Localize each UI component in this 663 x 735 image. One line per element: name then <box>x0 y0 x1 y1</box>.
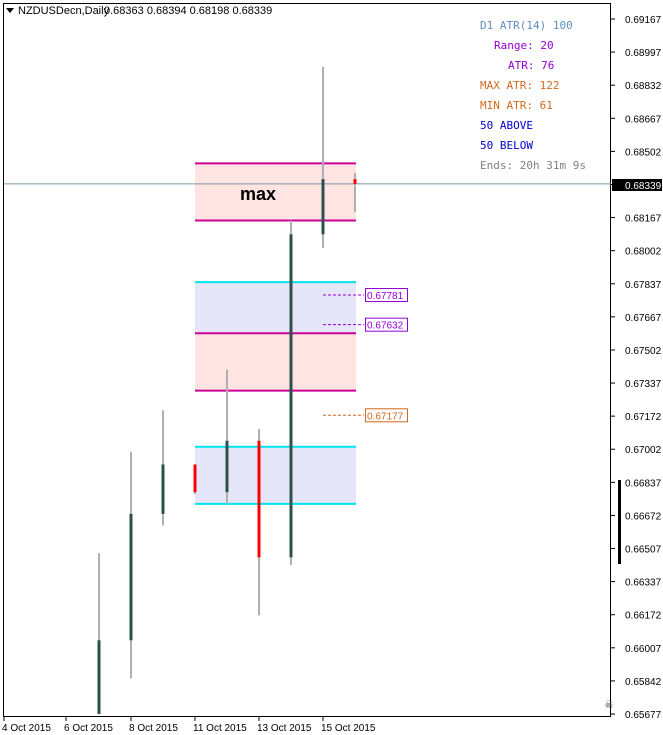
y-tick-label-15: 0.66672 <box>625 511 662 522</box>
zones-layer <box>4 162 611 505</box>
y-axis: 0.69167 0.68997 0.68832 0.68667 0.68502 0.683… <box>611 15 662 721</box>
y-tick-label-16: 0.66507 <box>625 545 662 556</box>
max-zone-label: max <box>240 184 276 204</box>
y-tick-label-6: 0.68167 <box>625 214 662 225</box>
y-tick-label-19: 0.66007 <box>625 644 662 655</box>
level-label-1: 0.67632 <box>367 321 404 332</box>
candle-body-0 <box>97 640 101 714</box>
info-line-3: MAX ATR: 122 <box>480 79 559 92</box>
zone-fill-2 <box>195 333 356 391</box>
candle-body-7 <box>321 179 325 235</box>
ohlc-values: 0.68363 0.68394 0.68198 0.68339 <box>104 5 272 17</box>
x-tick-label-5: 15 Oct 2015 <box>321 723 376 734</box>
info-line-2: ATR: 76 <box>508 59 554 72</box>
y-tick-label-4: 0.68502 <box>625 147 662 158</box>
chart-scroll-marker[interactable] <box>618 480 621 564</box>
y-tick-label-1: 0.68997 <box>625 48 662 59</box>
y-tick-label-21: 0.65677 <box>625 710 662 721</box>
levels-layer: 0.67781 0.67632 0.67177 <box>323 288 408 423</box>
y-tick-label-14: 0.66837 <box>625 478 662 489</box>
plot-frame <box>3 3 611 717</box>
level-box-1 <box>365 317 408 332</box>
candle-body-3 <box>193 464 197 493</box>
y-tick-label-2: 0.68832 <box>625 81 662 92</box>
candle-body-8 <box>353 179 357 184</box>
current-price-tag-bg <box>612 179 662 191</box>
y-tick-label-9: 0.67667 <box>625 313 662 324</box>
y-tick-label-20: 0.65842 <box>625 677 662 688</box>
candle-body-4 <box>225 440 229 493</box>
info-panel: D1 ATR(14) 100 Range: 20 ATR: 76 MAX ATR: 1… <box>480 19 586 172</box>
x-tick-label-2: 8 Oct 2015 <box>129 723 178 734</box>
candle-body-1 <box>129 513 133 641</box>
info-line-4: MIN ATR: 61 <box>480 99 553 112</box>
candles-layer <box>97 66 357 714</box>
level-label-2: 0.67177 <box>367 411 404 422</box>
candle-body-6 <box>289 234 293 558</box>
zone-fill-3 <box>195 446 356 504</box>
info-line-6: 50 BELOW <box>480 139 533 152</box>
y-tick-label-7: 0.68002 <box>625 247 662 258</box>
x-tick-label-4: 13 Oct 2015 <box>257 723 312 734</box>
current-price-tag: 0.68339 <box>625 181 662 192</box>
info-line-1: Range: 20 <box>494 39 554 52</box>
zone-fill-0 <box>195 163 356 221</box>
level-label-0: 0.67781 <box>367 291 404 302</box>
zone-fill-1 <box>195 282 356 343</box>
y-tick-label-3: 0.68667 <box>625 114 662 125</box>
y-tick-label-10: 0.67502 <box>625 346 662 357</box>
y-tick-label-11: 0.67337 <box>625 379 662 390</box>
info-line-7: Ends: 20h 31m 9s <box>480 159 586 172</box>
y-tick-label-17: 0.66337 <box>625 578 662 589</box>
candle-body-5 <box>257 440 261 558</box>
x-tick-label-1: 6 Oct 2015 <box>64 723 113 734</box>
info-line-5: 50 ABOVE <box>480 119 533 132</box>
symbol-label: NZDUSDecn,Daily <box>18 5 110 17</box>
symbol-triangle-icon <box>6 8 14 13</box>
y-tick-label-8: 0.67837 <box>625 280 662 291</box>
skull-icon: ☠ <box>605 697 613 712</box>
info-line-0: D1 ATR(14) 100 <box>480 19 573 32</box>
x-axis: 4 Oct 2015 6 Oct 2015 8 Oct 2015 11 Oct 201… <box>2 717 376 734</box>
x-tick-label-3: 11 Oct 2015 <box>193 723 247 734</box>
level-box-2 <box>365 408 408 423</box>
candle-body-2 <box>161 464 165 514</box>
y-tick-label-18: 0.66172 <box>625 611 662 622</box>
level-box-0 <box>365 288 408 303</box>
y-tick-label-12: 0.67172 <box>625 412 662 423</box>
y-tick-label-13: 0.67002 <box>625 445 662 456</box>
x-tick-label-0: 4 Oct 2015 <box>2 723 51 734</box>
y-tick-label-0: 0.69167 <box>625 15 662 26</box>
